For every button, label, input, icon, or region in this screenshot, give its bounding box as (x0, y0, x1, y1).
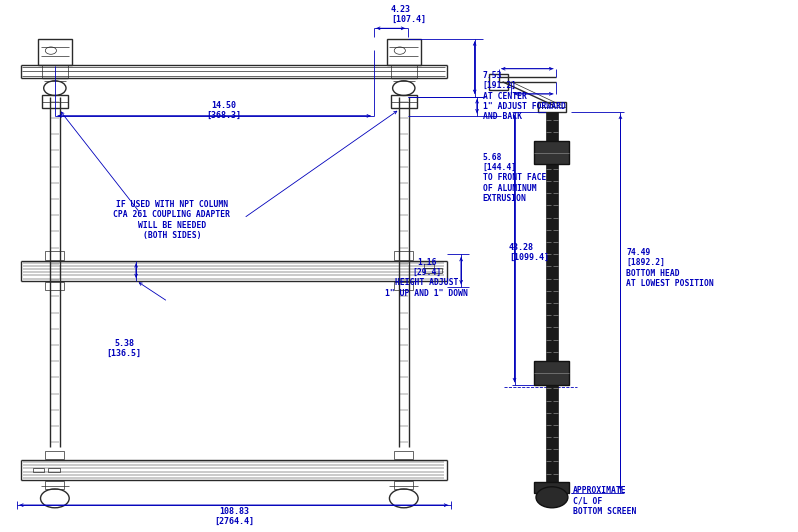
Text: 5.68
[144.4]
TO FRONT FACE
OF ALUMINUM
EXTRUSION: 5.68 [144.4] TO FRONT FACE OF ALUMINUM E… (483, 153, 546, 203)
Bar (45, 281, 65, 290)
Text: 7.53
[191.2]
AT CENTER
1" ADJUST FORWARD
AND BACK: 7.53 [191.2] AT CENTER 1" ADJUST FORWARD… (483, 71, 566, 121)
Text: 1.16
[29.4]
HEIGHT ADJUST
1" UP AND 1" DOWN: 1.16 [29.4] HEIGHT ADJUST 1" UP AND 1" D… (385, 257, 468, 298)
Text: APPROXIMATE
C/L OF
BOTTOM SCREEN: APPROXIMATE C/L OF BOTTOM SCREEN (573, 486, 636, 516)
Text: 108.83
[2764.4]: 108.83 [2764.4] (214, 507, 254, 526)
Bar (49, 468, 60, 472)
Bar (394, 451, 413, 459)
Text: 14.50
[368.3]: 14.50 [368.3] (206, 101, 241, 120)
Text: 74.49
[1892.2]
BOTTOM HEAD
AT LOWEST POSITION: 74.49 [1892.2] BOTTOM HEAD AT LOWEST POS… (626, 248, 713, 288)
Text: 5.38
[136.5]: 5.38 [136.5] (107, 339, 142, 358)
Text: 4.23
[107.4]: 4.23 [107.4] (391, 5, 426, 24)
Bar (394, 281, 413, 290)
Bar (489, 74, 508, 90)
Bar (538, 102, 567, 112)
Bar (42, 95, 68, 108)
Text: 43.28
[1099.4]: 43.28 [1099.4] (509, 243, 549, 262)
Bar (33, 468, 44, 472)
Bar (535, 481, 570, 493)
Text: IF USED WITH NPT COLUMN
CPA 261 COUPLING ADAPTER
WILL BE NEEDED
(BOTH SIDES): IF USED WITH NPT COLUMN CPA 261 COUPLING… (113, 200, 231, 240)
Bar (546, 112, 559, 481)
Bar (394, 251, 413, 260)
Bar (425, 268, 442, 273)
Bar (45, 451, 65, 459)
Bar (535, 361, 570, 385)
Bar (45, 481, 65, 489)
Bar (45, 251, 65, 260)
Bar (394, 481, 413, 489)
Bar (391, 95, 417, 108)
Bar (387, 39, 421, 65)
Circle shape (536, 487, 568, 508)
Bar (425, 264, 434, 268)
Bar (38, 39, 72, 65)
Bar (535, 141, 570, 164)
